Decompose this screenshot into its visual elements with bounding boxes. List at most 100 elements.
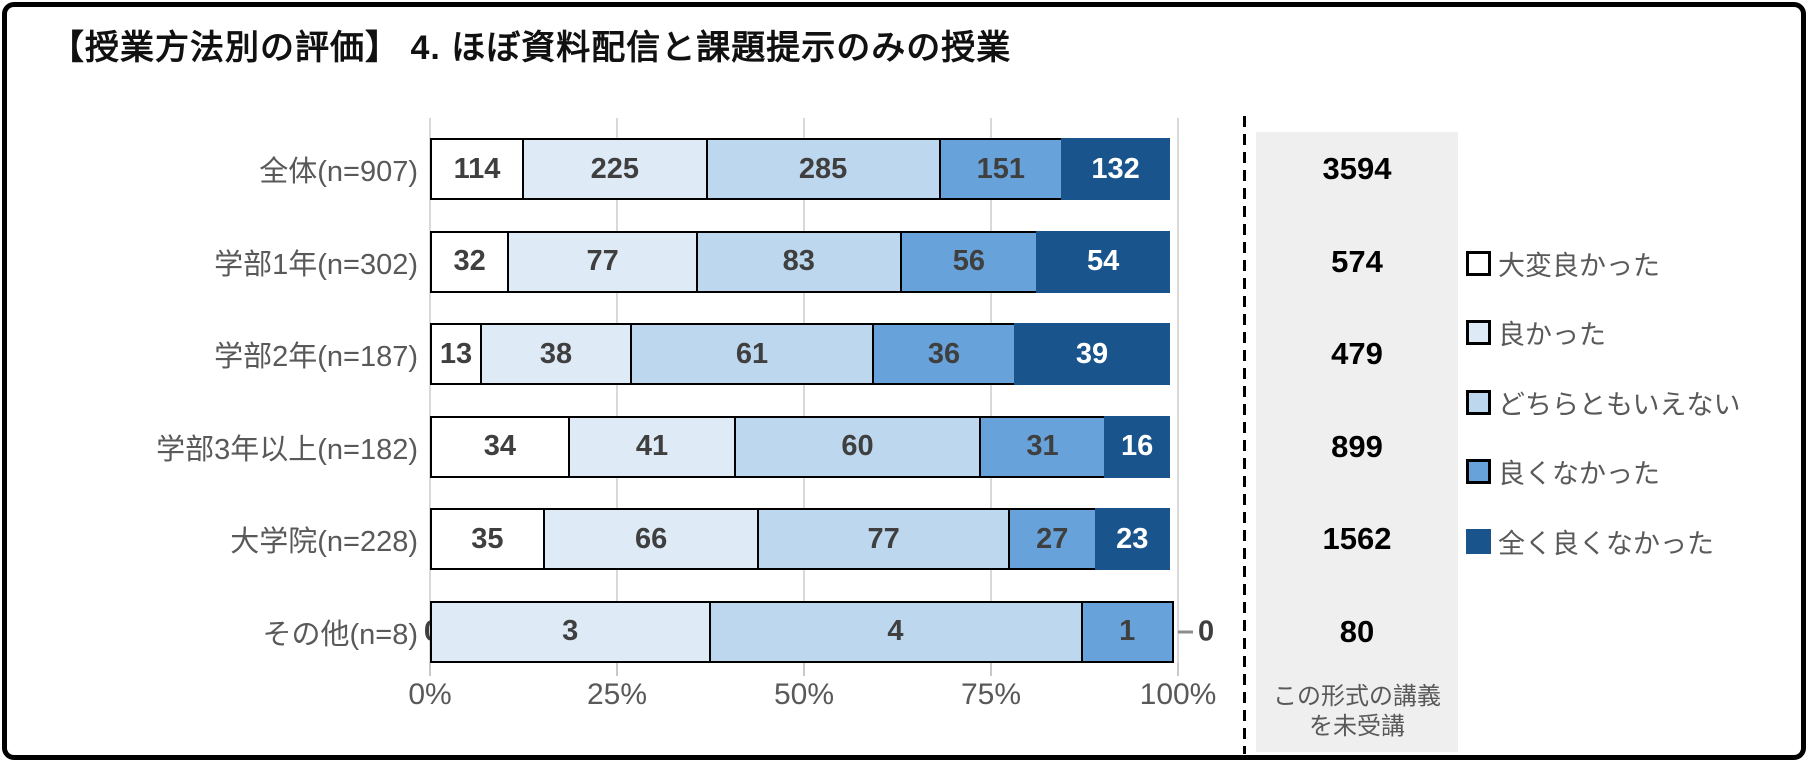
bar-segment: 132 [1061, 138, 1170, 200]
dashed-separator-line [1243, 116, 1246, 754]
plot-area: 114 225 285 151 132 32 77 83 56 54 13 38 61 36 39 34 41 6… [408, 118, 1216, 711]
side-panel-note: この形式の講義 を未受講 [1256, 682, 1458, 742]
legend-item: どちらともいえない [1466, 385, 1741, 420]
legend-item: 大変良かった [1466, 246, 1660, 281]
legend-swatch-icon [1466, 528, 1491, 554]
bar-segment-label: 4 [887, 615, 904, 647]
legend-swatch-icon [1466, 320, 1491, 345]
bar-segment: 225 [522, 138, 708, 200]
side-panel: 3594 574 479 899 1562 80 この形式の講義 を未受講 [1256, 132, 1458, 752]
axis-tick [616, 663, 618, 676]
bar-segment: 151 [938, 138, 1064, 200]
bar-row: 114 225 285 151 132 [430, 138, 1178, 200]
bar-segment: 4 [708, 600, 1083, 663]
gridline [429, 118, 431, 663]
axis-tick [990, 663, 992, 676]
bar-segment-label: 77 [586, 245, 619, 277]
bar-segment-label: 16 [1120, 430, 1154, 462]
bar-segment-label: 151 [976, 152, 1026, 185]
axis-tick-label: 100% [1139, 678, 1217, 711]
legend-item: 良くなかった [1466, 455, 1660, 489]
category-label: 学部2年(n=187) [214, 341, 418, 373]
bar-row: 13 38 61 36 39 [430, 323, 1178, 385]
category-label: 大学院(n=228) [230, 526, 418, 558]
side-note-line2: を未受講 [1309, 713, 1405, 740]
legend-swatch-icon [1466, 389, 1491, 415]
side-panel-value: 1562 [1322, 521, 1392, 556]
legend-swatch-icon [1466, 250, 1491, 276]
bar-segment: 39 [1013, 323, 1170, 385]
bar-segment: 23 [1094, 508, 1170, 570]
bar-segment-label: 23 [1116, 522, 1149, 555]
bar-row: 35 66 77 27 23 [430, 508, 1178, 570]
axis-tick [1177, 663, 1179, 676]
axis-tick [429, 663, 431, 676]
bar-segment-label: 66 [634, 522, 668, 555]
bar-segment: 16 [1104, 415, 1170, 478]
bar-segment-label: 83 [782, 245, 815, 277]
bar-segment: 27 [1007, 508, 1097, 570]
bar-segment-label: 132 [1091, 152, 1140, 185]
bar-segment-label: 77 [867, 522, 900, 555]
legend-label: どちらともいえない [1498, 389, 1741, 420]
bar-segment-label: 38 [539, 337, 573, 370]
bar-segment-label: 32 [453, 245, 486, 277]
bar-segment: 35 [430, 508, 545, 570]
bar-segment-label: 41 [635, 430, 669, 462]
category-label: 学部1年(n=302) [214, 248, 418, 281]
bar-segment-label: 31 [1026, 430, 1059, 462]
legend-label: 良かった [1498, 320, 1606, 350]
gridline [990, 118, 992, 663]
axis-tick-label: 25% [586, 678, 648, 711]
bar-segment-label: 114 [453, 152, 501, 185]
bar-segment-label: 35 [471, 522, 504, 555]
bar-segment: 83 [695, 230, 902, 293]
legend-label: 良くなかった [1498, 459, 1660, 489]
bar-segment: 41 [567, 415, 737, 478]
bar-segment: 77 [757, 508, 1010, 570]
axis-tick-label: 0% [408, 678, 452, 711]
bar-segment-label: 54 [1086, 245, 1120, 277]
bar-segment-label: 56 [952, 245, 985, 277]
bar-segment: 77 [507, 230, 698, 293]
zero-label-leader-line [1178, 630, 1193, 633]
bar-row: 32 77 83 56 54 [430, 230, 1178, 293]
bar-segment: 31 [978, 415, 1107, 478]
gridline [616, 118, 618, 663]
bar-segment-label: 285 [798, 152, 848, 185]
bar-segment: 3 [430, 600, 711, 663]
legend-item: 全く良くなかった [1466, 524, 1714, 559]
bar-segment: 66 [542, 508, 760, 570]
legend-item: 良かった [1466, 316, 1606, 350]
bar-segment-label: 13 [439, 337, 473, 370]
bar-segment: 32 [430, 230, 510, 293]
legend-label: 全く良くなかった [1498, 528, 1714, 559]
bar-segment: 56 [899, 230, 1039, 293]
axis-tick [803, 663, 805, 676]
chart-title: 【授業方法別の評価】 4. ほぼ資料配信と課題提示のみの授業 [50, 29, 1012, 67]
bar-segment-label: 60 [841, 430, 874, 462]
bar-segment-label: 61 [735, 337, 769, 370]
legend-label: 大変良かった [1498, 250, 1660, 281]
zero-value-label-right: 0 [1198, 615, 1215, 647]
bar-segment-label: 39 [1075, 337, 1109, 370]
bar-row: 34 41 60 31 16 [430, 415, 1178, 478]
side-panel-value: 899 [1331, 428, 1383, 464]
bar-segment: 36 [871, 323, 1016, 385]
category-label: 全体(n=907) [259, 156, 418, 188]
gridline [1177, 118, 1179, 663]
category-label: その他(n=8) [262, 618, 418, 651]
bar-segment: 1 [1080, 600, 1174, 663]
bar-segment-label: 1 [1119, 615, 1136, 647]
side-panel-value: 3594 [1322, 151, 1392, 186]
bar-segment: 60 [734, 415, 981, 478]
side-panel-value: 574 [1331, 243, 1383, 279]
category-label: 学部3年以上(n=182) [156, 433, 418, 466]
side-panel-value: 479 [1331, 336, 1383, 371]
bar-segment: 38 [480, 323, 632, 385]
bar-segment-label: 34 [483, 430, 516, 462]
bar-segment-label: 27 [1036, 522, 1069, 555]
bar-segment: 34 [430, 415, 570, 478]
axis-tick-label: 75% [960, 678, 1022, 711]
